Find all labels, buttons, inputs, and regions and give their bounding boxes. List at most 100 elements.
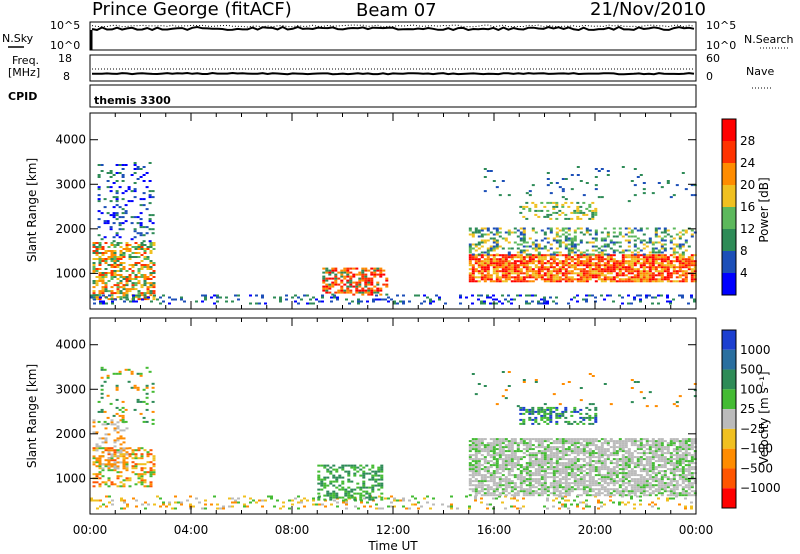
- heatmap-cell: [675, 440, 679, 443]
- heatmap-cell: [468, 444, 472, 447]
- heatmap-cell: [361, 277, 365, 280]
- heatmap-cell: [645, 448, 649, 451]
- heatmap-cell: [109, 190, 113, 193]
- heatmap-cell: [621, 268, 625, 271]
- heatmap-cell: [537, 270, 541, 273]
- heatmap-cell: [564, 254, 568, 257]
- heatmap-cell: [145, 172, 149, 174]
- heatmap-cell: [95, 449, 99, 452]
- heatmap-cell: [112, 182, 116, 184]
- heatmap-cell: [645, 438, 649, 441]
- heatmap-cell: [576, 280, 580, 283]
- heatmap-cell: [651, 444, 655, 447]
- heatmap-cell: [546, 494, 550, 497]
- heatmap-cell: [180, 298, 183, 301]
- heatmap-cell: [624, 442, 628, 445]
- heatmap-cell: [489, 454, 493, 457]
- heatmap-cell: [630, 438, 634, 441]
- heatmap-cell: [624, 488, 628, 491]
- heatmap-cell: [341, 486, 345, 489]
- heatmap-cell: [519, 264, 523, 267]
- heatmap-cell: [579, 442, 583, 445]
- heatmap-cell: [594, 209, 598, 212]
- heatmap-cell: [116, 471, 120, 474]
- heatmap-cell: [516, 460, 520, 463]
- heatmap-cell: [627, 490, 631, 493]
- heatmap-cell: [507, 294, 510, 297]
- heatmap-cell: [672, 488, 676, 491]
- heatmap-cell: [504, 454, 508, 457]
- heatmap-cell: [352, 273, 356, 276]
- heatmap-cell: [90, 497, 93, 500]
- heatmap-cell: [561, 260, 565, 263]
- heatmap-cell: [570, 256, 574, 259]
- heatmap-cell: [361, 269, 365, 272]
- heatmap-cell: [98, 437, 102, 440]
- heatmap-cell: [130, 238, 134, 241]
- heatmap-cell: [648, 450, 652, 453]
- heatmap-cell: [498, 260, 502, 263]
- heatmap-cell: [116, 437, 120, 440]
- heatmap-cell: [525, 205, 529, 208]
- heatmap-cell: [519, 482, 523, 485]
- heatmap-cell: [110, 469, 114, 472]
- heatmap-cell: [684, 460, 688, 463]
- heatmap-cell: [531, 201, 535, 204]
- heatmap-cell: [489, 245, 493, 248]
- heatmap-cell: [113, 483, 117, 486]
- heatmap-cell: [615, 235, 619, 238]
- heatmap-cell: [582, 466, 586, 469]
- heatmap-cell: [142, 198, 146, 201]
- heatmap-cell: [121, 198, 125, 201]
- heatmap-cell: [546, 178, 550, 180]
- heatmap-cell: [627, 440, 631, 443]
- heatmap-cell: [549, 454, 553, 457]
- heatmap-cell: [639, 462, 643, 465]
- heatmap-cell: [564, 258, 568, 261]
- heatmap-cell: [122, 455, 126, 458]
- heatmap-cell: [116, 465, 120, 468]
- heatmap-cell: [525, 488, 529, 491]
- heatmap-cell: [645, 270, 649, 273]
- heatmap-cell: [567, 251, 571, 254]
- heatmap-cell: [609, 294, 612, 297]
- heatmap-cell: [654, 260, 658, 263]
- heatmap-cell: [642, 247, 646, 250]
- heatmap-cell: [612, 472, 616, 475]
- heatmap-cell: [684, 492, 688, 495]
- heatmap-cell: [612, 262, 616, 265]
- heatmap-cell: [357, 507, 360, 510]
- heatmap-cell: [368, 486, 372, 489]
- heatmap-cell: [591, 294, 594, 297]
- heatmap-cell: [477, 446, 481, 449]
- heatmap-cell: [678, 247, 682, 250]
- heatmap-cell: [134, 246, 138, 248]
- heatmap-cell: [534, 454, 538, 457]
- heatmap-cell: [495, 227, 499, 230]
- heatmap-cell: [146, 268, 150, 270]
- heatmap-cell: [119, 453, 123, 456]
- heatmap-cell: [127, 188, 131, 191]
- heatmap-cell: [411, 503, 414, 506]
- heatmap-cell: [116, 290, 120, 293]
- heatmap-cell: [297, 495, 300, 498]
- heatmap-cell: [624, 456, 628, 459]
- heatmap-cell: [468, 256, 472, 259]
- heatmap-cell: [133, 182, 137, 184]
- heatmap-cell: [519, 450, 523, 453]
- heatmap-cell: [393, 300, 396, 303]
- heatmap-cell: [591, 464, 595, 467]
- heatmap-cell: [543, 262, 547, 265]
- heatmap-cell: [660, 440, 664, 443]
- heatmap-cell: [525, 241, 529, 244]
- heatmap-cell: [633, 249, 637, 252]
- heatmap-cell: [379, 293, 383, 296]
- heatmap-cell: [591, 262, 595, 265]
- heatmap-cell: [489, 466, 493, 469]
- heatmap-cell: [636, 278, 640, 281]
- heatmap-cell: [582, 201, 586, 204]
- heatmap-cell: [528, 194, 532, 197]
- heatmap-cell: [639, 464, 643, 467]
- heatmap-cell: [152, 459, 156, 462]
- heatmap-cell: [561, 442, 565, 445]
